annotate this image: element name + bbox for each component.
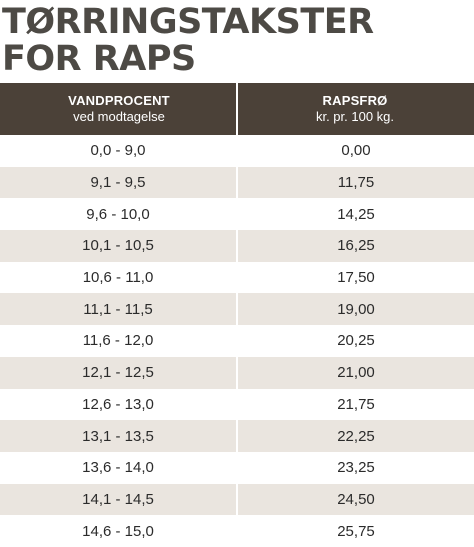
table-row: 13,1 - 13,5 22,25: [0, 420, 474, 452]
price-cell: 0,00: [236, 135, 474, 167]
water-percent-cell: 12,6 - 13,0: [82, 395, 154, 413]
water-percent-cell: 13,1 - 13,5: [82, 427, 154, 445]
price-cell: 22,25: [236, 420, 474, 452]
drying-rates-table: VANDPROCENT ved modtagelse RAPSFRØ kr. p…: [0, 83, 474, 547]
title-line-1: TØRRINGSTAKSTER: [2, 2, 374, 42]
water-percent-cell: 12,1 - 12,5: [82, 364, 154, 382]
water-percent-cell: 10,1 - 10,5: [82, 237, 154, 255]
table-row: 9,6 - 10,0 14,25: [0, 198, 474, 231]
price-cell: 11,75: [236, 166, 474, 199]
header-water-percent-label: VANDPROCENT: [68, 93, 170, 108]
price-cell: 21,75: [236, 388, 474, 421]
price-cell: 16,25: [236, 230, 474, 262]
table-row: 11,6 - 12,0 20,25: [0, 325, 474, 357]
table-row: 13,6 - 14,0 23,25: [0, 451, 474, 484]
water-percent-cell: 14,1 - 14,5: [82, 490, 154, 508]
title-line-2: FOR RAPS: [2, 39, 196, 79]
header-rapeseed-sublabel: kr. pr. 100 kg.: [315, 109, 395, 124]
price-cell: 17,50: [236, 261, 474, 294]
price-cell: 14,25: [236, 198, 474, 231]
price-cell: 20,25: [236, 325, 474, 357]
table-row: 14,6 - 15,0 25,75: [0, 515, 474, 547]
water-percent-cell: 11,6 - 12,0: [82, 332, 154, 350]
price-cell: 24,50: [236, 483, 474, 516]
table-row: 0,0 - 9,0 0,00: [0, 135, 474, 167]
table-header: VANDPROCENT ved modtagelse RAPSFRØ kr. p…: [0, 83, 474, 135]
table-row: 10,6 - 11,0 17,50: [0, 261, 474, 294]
table-row: 14,1 - 14,5 24,50: [0, 483, 474, 516]
price-cell: 23,25: [236, 451, 474, 484]
header-rapeseed: RAPSFRØ kr. pr. 100 kg.: [236, 83, 472, 135]
table-row: 11,1 - 11,5 19,00: [0, 293, 474, 326]
header-water-percent: VANDPROCENT ved modtagelse: [2, 83, 236, 135]
water-percent-cell: 13,6 - 14,0: [82, 459, 154, 477]
price-cell: 19,00: [236, 293, 474, 326]
price-cell: 21,00: [236, 356, 474, 389]
water-percent-cell: 9,6 - 10,0: [86, 205, 150, 223]
table-row: 9,1 - 9,5 11,75: [0, 166, 474, 199]
water-percent-cell: 0,0 - 9,0: [90, 142, 146, 160]
water-percent-cell: 10,6 - 11,0: [82, 269, 154, 287]
page-title: TØRRINGSTAKSTER FOR RAPS: [2, 4, 374, 78]
table-row: 10,1 - 10,5 16,25: [0, 230, 474, 262]
price-cell: 25,75: [236, 515, 474, 547]
header-water-percent-sublabel: ved modtagelse: [73, 109, 165, 124]
water-percent-cell: 9,1 - 9,5: [90, 174, 146, 192]
water-percent-cell: 11,1 - 11,5: [83, 300, 153, 318]
table-body: 0,0 - 9,0 0,00 9,1 - 9,5 11,75 9,6 - 10,0 14,…: [0, 135, 474, 547]
table-row: 12,1 - 12,5 21,00: [0, 356, 474, 389]
water-percent-cell: 14,6 - 15,0: [82, 522, 154, 540]
table-row: 12,6 - 13,0 21,75: [0, 388, 474, 421]
header-rapeseed-label: RAPSFRØ: [322, 93, 388, 108]
